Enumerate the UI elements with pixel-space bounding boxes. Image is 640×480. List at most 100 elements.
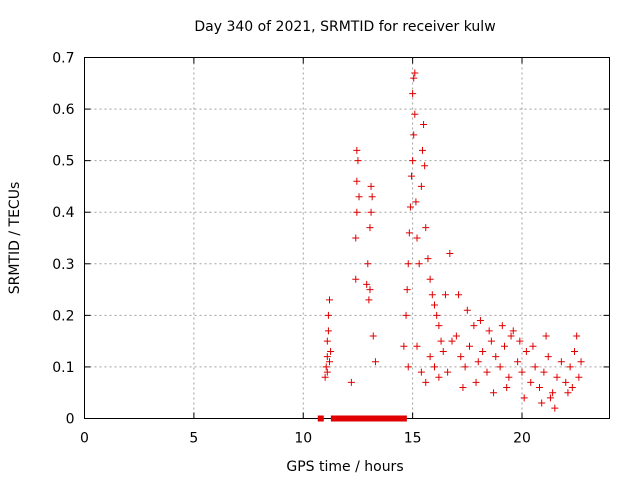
data-point <box>367 182 375 190</box>
data-point <box>522 347 530 355</box>
x-tick-label: 5 <box>189 431 198 447</box>
data-point <box>571 347 578 355</box>
zero-point-marker <box>400 415 407 422</box>
data-point <box>564 389 572 397</box>
data-point <box>444 368 452 376</box>
x-tick-label: 15 <box>404 431 422 447</box>
y-tick-label: 0.3 <box>52 257 74 273</box>
data-point <box>544 353 552 361</box>
data-point <box>573 332 581 340</box>
y-tick-label: 0.4 <box>52 205 74 221</box>
data-point <box>457 353 465 361</box>
data-point <box>455 291 463 299</box>
data-point <box>459 384 467 392</box>
data-point <box>446 249 454 257</box>
data-point <box>557 358 565 366</box>
data-point <box>487 337 495 345</box>
data-point <box>426 353 434 361</box>
data-point <box>366 224 374 232</box>
data-point <box>496 363 504 371</box>
data-point <box>492 353 500 361</box>
zero-point-marker <box>317 415 324 422</box>
data-point <box>405 229 413 237</box>
x-axis-label: GPS time / hours <box>286 459 403 475</box>
data-point <box>546 394 554 402</box>
data-point <box>413 234 421 242</box>
data-point <box>466 342 473 350</box>
data-point <box>411 110 419 118</box>
data-point <box>426 275 434 283</box>
data-point <box>577 358 585 366</box>
data-point <box>483 368 491 376</box>
data-point <box>417 368 425 376</box>
data-point <box>421 162 429 170</box>
data-point <box>410 74 418 82</box>
y-tick-label: 0.7 <box>52 51 74 67</box>
data-point <box>540 368 548 376</box>
data-point <box>368 193 376 201</box>
data-point <box>353 208 361 216</box>
data-point <box>418 146 426 154</box>
zero-point-marker <box>379 415 385 422</box>
data-point <box>412 198 420 206</box>
data-point <box>364 260 372 268</box>
data-point <box>485 327 493 335</box>
axis-ticks <box>84 57 610 419</box>
data-point <box>474 358 482 366</box>
data-point <box>355 193 363 201</box>
zero-point-marker <box>363 415 370 422</box>
data-point <box>529 342 537 350</box>
data-point <box>448 337 456 345</box>
data-point <box>431 301 438 309</box>
data-point <box>527 378 535 386</box>
x-tick-label: 10 <box>294 431 312 447</box>
data-point <box>409 90 417 98</box>
data-point <box>424 255 432 263</box>
plot-frame <box>84 57 610 419</box>
data-point <box>566 363 574 371</box>
data-point <box>323 368 331 376</box>
x-tick-label: 0 <box>80 431 89 447</box>
data-point <box>441 291 449 299</box>
data-point <box>549 389 557 397</box>
data-point <box>324 311 332 319</box>
data-point <box>498 322 506 330</box>
data-point <box>575 373 583 381</box>
data-point <box>415 260 423 268</box>
data-point <box>531 363 539 371</box>
data-point <box>553 373 561 381</box>
y-tick-label: 0.1 <box>52 360 74 376</box>
data-point <box>324 327 332 335</box>
data-point <box>435 322 443 330</box>
data-point <box>505 373 513 381</box>
data-point <box>404 363 412 371</box>
data-point <box>542 332 550 340</box>
data-point <box>538 399 546 407</box>
chart-title: Day 340 of 2021, SRMTID for receiver kul… <box>194 19 495 35</box>
data-point <box>323 337 331 345</box>
data-point <box>353 177 361 185</box>
data-point <box>536 384 543 392</box>
y-tick-label: 0.6 <box>52 102 74 118</box>
data-point <box>404 260 412 268</box>
y-tick-label: 0 <box>66 412 75 428</box>
data-point <box>422 378 430 386</box>
data-point <box>516 337 524 345</box>
data-point <box>470 322 478 330</box>
data-point <box>551 404 559 412</box>
data-point <box>352 234 360 242</box>
data-point <box>367 208 375 216</box>
data-point <box>428 291 436 299</box>
data-point <box>422 224 430 232</box>
data-point <box>503 384 511 392</box>
data-point <box>518 368 526 376</box>
data-point <box>365 296 373 304</box>
data-point <box>417 182 425 190</box>
data-point <box>347 378 355 386</box>
data-point <box>479 347 487 355</box>
data-point <box>463 306 471 314</box>
data-point <box>509 327 517 335</box>
x-tick-labels: 0 5 10 15 20 <box>80 431 531 447</box>
y-tick-label: 0.5 <box>52 154 74 170</box>
